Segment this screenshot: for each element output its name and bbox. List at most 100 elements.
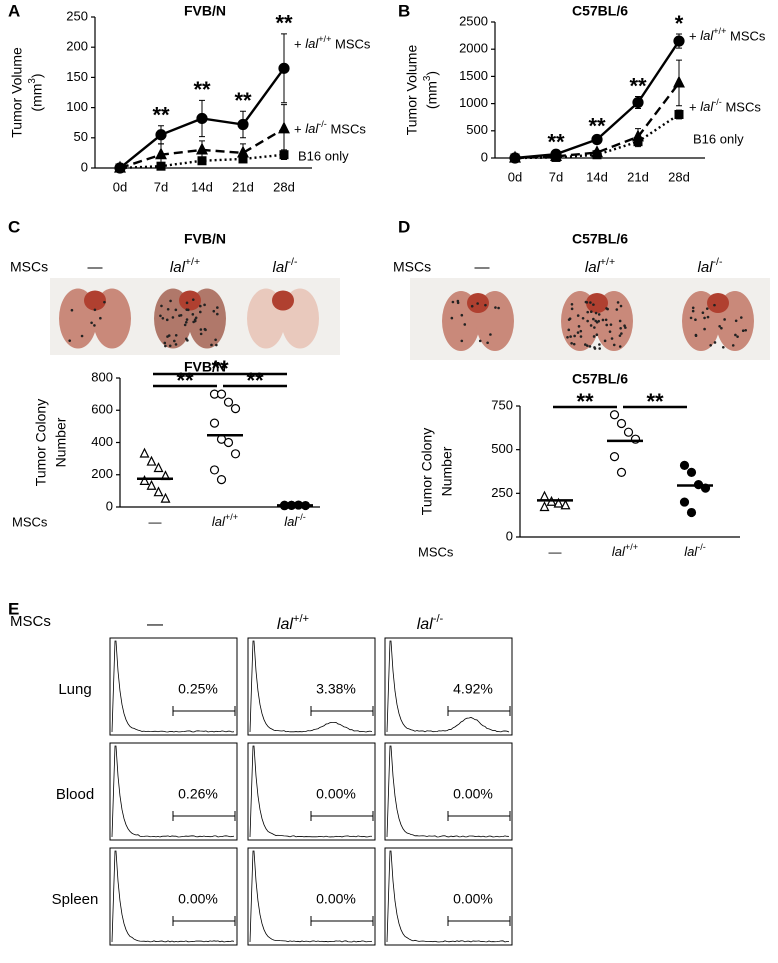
tumor-colony bbox=[601, 318, 605, 322]
data-point bbox=[686, 467, 697, 477]
tumor-colony bbox=[624, 326, 627, 329]
tumor-colony bbox=[165, 318, 169, 322]
tumor-colony bbox=[594, 311, 598, 315]
x-tick-label: lal+/+ bbox=[212, 512, 238, 529]
y-tick-label: 0 bbox=[506, 528, 513, 543]
tumor-colony bbox=[191, 313, 195, 316]
tumor-colony bbox=[577, 325, 581, 328]
data-point bbox=[539, 490, 550, 501]
tumor-colony bbox=[183, 323, 187, 327]
histogram-curve bbox=[386, 745, 510, 838]
tumor-colony bbox=[598, 347, 602, 350]
gate bbox=[447, 916, 511, 926]
tumor-colony bbox=[476, 302, 479, 305]
data-point bbox=[153, 486, 164, 497]
tumor-colony bbox=[199, 332, 203, 336]
tumor-colony bbox=[174, 308, 178, 312]
column-label: — bbox=[88, 259, 103, 276]
data-point bbox=[591, 133, 603, 146]
column-label: lal+/+ bbox=[277, 613, 309, 633]
legend-label: + lal+/+ MSCs bbox=[689, 26, 766, 43]
tumor-colony bbox=[604, 318, 608, 322]
y-tick-label: 1000 bbox=[459, 95, 488, 110]
tumor-colony bbox=[701, 311, 705, 314]
tumor-colony bbox=[606, 307, 609, 311]
x-tick-label: 14d bbox=[191, 179, 213, 194]
significance: ** bbox=[547, 129, 565, 154]
significance: ** bbox=[646, 389, 664, 414]
heart bbox=[272, 290, 294, 311]
data-point bbox=[623, 427, 634, 437]
tumor-colony bbox=[450, 316, 454, 320]
data-point bbox=[616, 467, 627, 477]
tumor-colony bbox=[592, 317, 595, 321]
y-tick-label: 400 bbox=[91, 434, 113, 449]
y-tick-label: 500 bbox=[466, 122, 488, 137]
tumor-colony bbox=[212, 309, 216, 313]
row-label: MSCs bbox=[393, 259, 431, 275]
y-tick-label: 0 bbox=[81, 159, 88, 174]
tumor-colony bbox=[215, 343, 218, 347]
significance: ** bbox=[246, 368, 264, 393]
histogram-frame bbox=[384, 637, 513, 736]
tumor-colony bbox=[570, 307, 574, 311]
column-label: lal-/- bbox=[273, 256, 298, 276]
tumor-colony bbox=[80, 334, 84, 338]
data-point bbox=[223, 437, 234, 448]
y-axis-label: Number bbox=[439, 446, 455, 496]
tumor-colony bbox=[566, 336, 569, 339]
tumor-colony bbox=[595, 321, 599, 324]
legend-label: B16 only bbox=[298, 148, 349, 163]
y-tick-label: 250 bbox=[66, 8, 88, 23]
histogram-frame bbox=[384, 847, 513, 946]
gate bbox=[447, 706, 511, 716]
gate-percent: 0.00% bbox=[453, 786, 493, 802]
data-point bbox=[160, 492, 171, 503]
histogram-curve bbox=[249, 850, 373, 943]
y-axis-label: Number bbox=[53, 417, 69, 467]
significance: ** bbox=[275, 11, 293, 36]
tumor-colony bbox=[615, 308, 619, 311]
tumor-colony bbox=[589, 310, 593, 314]
significance: ** bbox=[152, 103, 170, 128]
data-point bbox=[510, 153, 520, 163]
data-point bbox=[674, 109, 684, 119]
tumor-colony bbox=[186, 339, 189, 342]
tumor-colony bbox=[598, 343, 601, 346]
tumor-colony bbox=[616, 301, 620, 304]
series-line bbox=[514, 82, 680, 160]
tumor-colony bbox=[164, 344, 167, 348]
tumor-colony bbox=[186, 308, 190, 312]
tumor-colony bbox=[199, 328, 203, 331]
x-tick-label: — bbox=[549, 544, 562, 559]
tumor-colony bbox=[739, 316, 743, 319]
tumor-colony bbox=[623, 324, 626, 327]
y-tick-label: 750 bbox=[491, 397, 513, 412]
row-label: Spleen bbox=[52, 891, 99, 908]
data-point bbox=[223, 397, 234, 407]
y-tick-label: 50 bbox=[74, 129, 88, 144]
tumor-colony bbox=[173, 339, 176, 343]
data-point bbox=[673, 75, 685, 88]
histogram-frame bbox=[247, 847, 376, 946]
data-point bbox=[216, 389, 227, 399]
significance: ** bbox=[234, 88, 252, 113]
tumor-colony bbox=[586, 319, 589, 323]
tumor-colony bbox=[597, 313, 601, 316]
tumor-colony bbox=[705, 307, 709, 310]
significance: ** bbox=[576, 389, 594, 414]
y-axis-label: (mm3) bbox=[422, 71, 440, 109]
tumor-colony bbox=[178, 314, 181, 317]
tumor-colony bbox=[609, 323, 613, 326]
y-tick-label: 500 bbox=[491, 441, 513, 456]
x-tick-label: 14d bbox=[586, 169, 608, 184]
y-tick-label: 0 bbox=[481, 149, 488, 164]
x-tick-label: 21d bbox=[627, 169, 649, 184]
tumor-colony bbox=[691, 306, 695, 310]
photo-title: FVB/N bbox=[184, 231, 226, 247]
data-point bbox=[609, 452, 620, 462]
chart-title: FVB/N bbox=[184, 3, 226, 19]
y-axis-label: Tumor Volume bbox=[404, 45, 420, 136]
y-tick-label: 600 bbox=[91, 402, 113, 417]
